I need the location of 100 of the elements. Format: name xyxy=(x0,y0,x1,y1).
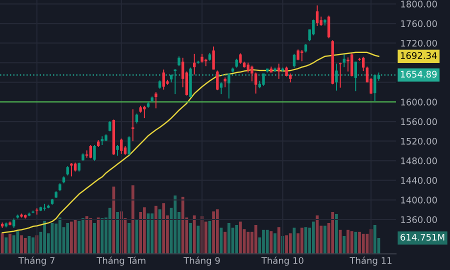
bar xyxy=(288,233,292,254)
candlestick xyxy=(212,46,215,70)
candlestick xyxy=(193,53,196,75)
bar xyxy=(43,220,46,254)
candlestick xyxy=(162,69,165,90)
candlestick xyxy=(216,70,219,91)
y-tick-label: 1720.00 xyxy=(401,40,437,47)
y-tick-label: 1800.00 xyxy=(401,0,437,8)
bar xyxy=(70,222,73,254)
bar xyxy=(162,203,166,254)
bar xyxy=(246,232,250,254)
bar xyxy=(212,211,215,254)
x-tick-label: Tháng 11 xyxy=(350,256,392,266)
candlestick xyxy=(285,66,288,77)
bar xyxy=(181,196,184,254)
text: 614.751M xyxy=(400,234,444,241)
bar xyxy=(324,226,326,254)
bar xyxy=(216,209,219,254)
y-tick-label: 1520.00 xyxy=(401,138,437,145)
text: 1692.34 xyxy=(400,52,437,59)
candlestick xyxy=(89,144,92,159)
x-tick-label: Tháng Tám xyxy=(96,256,146,266)
candlestick xyxy=(300,49,304,62)
bar xyxy=(24,238,27,254)
bar xyxy=(227,222,230,254)
bar xyxy=(358,232,361,254)
bar xyxy=(100,218,104,254)
bar xyxy=(224,232,227,254)
candlestick xyxy=(70,162,73,177)
bar xyxy=(277,227,280,254)
x-tick-label: Tháng 7 xyxy=(18,256,55,266)
candlestick xyxy=(12,218,16,228)
y-tick-label: 1400.00 xyxy=(401,196,437,204)
bar xyxy=(362,234,365,254)
bar xyxy=(274,233,276,254)
bar xyxy=(93,222,96,254)
y-tick-label: 1560.00 xyxy=(401,118,437,126)
x-tick-label: Tháng 10 xyxy=(261,256,304,266)
bar xyxy=(373,225,376,254)
candlestick xyxy=(178,56,180,67)
bar xyxy=(335,214,338,254)
bar xyxy=(82,218,84,254)
bar xyxy=(192,215,196,254)
candlestick xyxy=(246,62,250,73)
candlestick xyxy=(239,52,242,64)
bar xyxy=(270,231,273,254)
bar xyxy=(331,212,334,254)
bar xyxy=(346,230,350,254)
bar xyxy=(150,213,154,254)
bar xyxy=(262,230,265,254)
bar xyxy=(8,234,12,254)
candlestick xyxy=(116,144,119,156)
bar xyxy=(12,235,16,254)
x-tick-label: Tháng 9 xyxy=(184,256,220,266)
candlestick xyxy=(296,49,300,61)
candlestick xyxy=(362,56,365,72)
bar xyxy=(235,225,238,254)
candlestick xyxy=(132,108,134,142)
bar xyxy=(266,230,269,254)
bar xyxy=(131,185,134,254)
y-tick-label: 1440.00 xyxy=(401,177,437,184)
candlestick xyxy=(312,19,315,36)
bar xyxy=(350,231,354,254)
candlestick xyxy=(174,68,176,95)
ref-line-label: 1654.89 xyxy=(400,70,437,78)
y-tick-label: 1600.00 xyxy=(401,98,437,106)
candlestick xyxy=(354,61,358,92)
candlestick xyxy=(66,166,69,176)
candlestick xyxy=(154,92,158,109)
bar xyxy=(154,206,158,254)
candlestick xyxy=(374,74,376,102)
candlestick xyxy=(338,62,342,88)
candlestick xyxy=(93,144,96,162)
candlestick xyxy=(224,76,226,88)
bar xyxy=(312,222,315,254)
bar xyxy=(4,237,8,254)
candlestick xyxy=(327,15,330,39)
bar xyxy=(108,208,112,254)
bar xyxy=(32,237,34,254)
candlestick xyxy=(350,52,354,77)
candlestick xyxy=(108,120,112,132)
bar xyxy=(300,228,304,254)
bar xyxy=(354,232,358,254)
bar xyxy=(142,207,146,254)
candlestick xyxy=(262,73,265,86)
bar xyxy=(89,218,92,254)
bar xyxy=(66,222,70,254)
candlestick xyxy=(278,63,280,80)
bar xyxy=(128,222,130,254)
candlestick xyxy=(292,53,296,68)
candlestick xyxy=(316,4,319,26)
bar xyxy=(16,231,20,254)
bar xyxy=(116,212,119,254)
candlestick xyxy=(135,113,138,124)
bar xyxy=(20,235,23,254)
candlestick xyxy=(120,138,123,154)
candlestick xyxy=(335,63,338,92)
bar xyxy=(78,220,81,254)
candlestick xyxy=(250,65,254,82)
candlestick xyxy=(128,136,130,156)
